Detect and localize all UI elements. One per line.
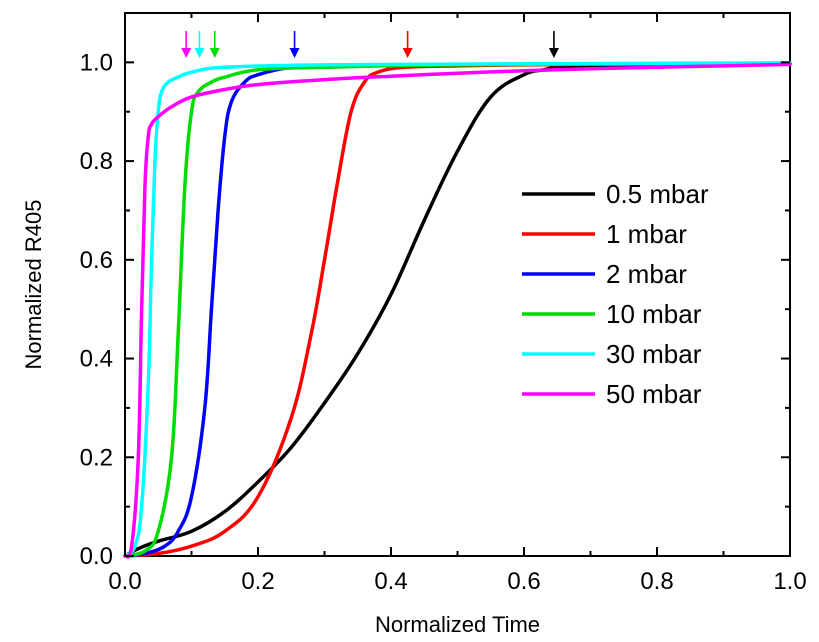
y-axis-ticks: 0.0 0.2 0.4 0.6 0.8 1.0 — [80, 12, 790, 570]
x-tick-label: 0.2 — [241, 568, 274, 595]
y-tick-label: 0.4 — [80, 346, 113, 373]
legend-label: 1 mbar — [606, 219, 687, 249]
legend-item: 50 mbar — [522, 379, 702, 409]
legend-label: 2 mbar — [606, 259, 687, 289]
legend-item: 1 mbar — [522, 219, 687, 249]
legend-label: 30 mbar — [606, 339, 702, 369]
x-tick-label: 0.0 — [108, 568, 141, 595]
legend-label: 10 mbar — [606, 299, 702, 329]
x-axis-title: Normalized Time — [375, 612, 540, 637]
y-axis-title: Normalized R405 — [21, 200, 46, 370]
y-tick-label: 0.0 — [80, 543, 113, 570]
series-lines — [123, 61, 792, 559]
series-line-5 — [123, 62, 792, 559]
arrow-marker-3 — [209, 31, 220, 58]
y-tick-label: 1.0 — [80, 49, 113, 76]
arrow-marker-2 — [289, 31, 300, 58]
legend-item: 0.5 mbar — [522, 179, 709, 209]
series-line-4 — [123, 61, 792, 558]
x-tick-label: 0.8 — [640, 568, 673, 595]
legend-label: 50 mbar — [606, 379, 702, 409]
legend-item: 10 mbar — [522, 299, 702, 329]
legend: 0.5 mbar 1 mbar 2 mbar 10 mbar 30 mbar 50 mba… — [522, 179, 709, 409]
x-tick-label: 0.6 — [507, 568, 540, 595]
arrow-marker-0 — [548, 31, 559, 58]
x-axis-ticks: 0.0 0.2 0.4 0.6 0.8 1.0 — [108, 13, 807, 595]
arrow-marker-1 — [402, 31, 413, 58]
arrow-marker-4 — [194, 31, 205, 58]
y-tick-label: 0.8 — [80, 148, 113, 175]
y-tick-label: 0.6 — [80, 247, 113, 274]
legend-label: 0.5 mbar — [606, 179, 709, 209]
x-tick-label: 1.0 — [773, 568, 806, 595]
x-tick-label: 0.4 — [374, 568, 407, 595]
arrow-markers — [181, 31, 559, 58]
y-tick-label: 0.2 — [80, 444, 113, 471]
plot-border — [124, 12, 791, 557]
plot-frame — [124, 12, 791, 557]
legend-item: 2 mbar — [522, 259, 687, 289]
arrow-marker-5 — [181, 31, 192, 58]
legend-item: 30 mbar — [522, 339, 702, 369]
